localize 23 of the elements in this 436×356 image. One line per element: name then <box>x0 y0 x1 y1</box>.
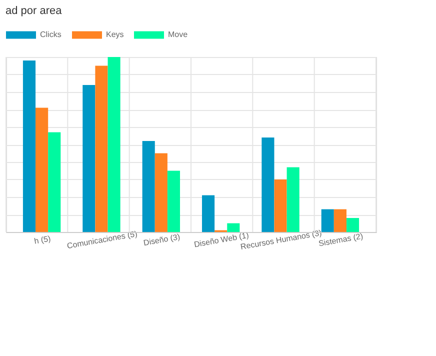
bar <box>142 141 155 232</box>
bar <box>22 60 36 232</box>
bar <box>108 57 120 232</box>
bar <box>48 132 61 232</box>
bar <box>202 195 215 232</box>
bar <box>321 209 334 232</box>
bar <box>167 170 180 232</box>
bar <box>227 223 240 232</box>
legend-label: Move <box>168 30 188 39</box>
bar <box>286 167 300 232</box>
chart-title: ad por area <box>6 5 63 17</box>
bar <box>274 180 287 232</box>
bar <box>36 108 48 232</box>
bar <box>346 218 360 232</box>
bar <box>262 138 274 232</box>
bar <box>95 66 108 232</box>
bar <box>82 85 96 232</box>
x-tick-label: Diseño (3) <box>142 232 182 248</box>
bar <box>154 153 168 232</box>
bar <box>334 209 346 232</box>
legend-label: Keys <box>106 30 124 39</box>
legend-label: Clicks <box>40 30 62 39</box>
x-tick-label: h (5) <box>34 234 52 246</box>
